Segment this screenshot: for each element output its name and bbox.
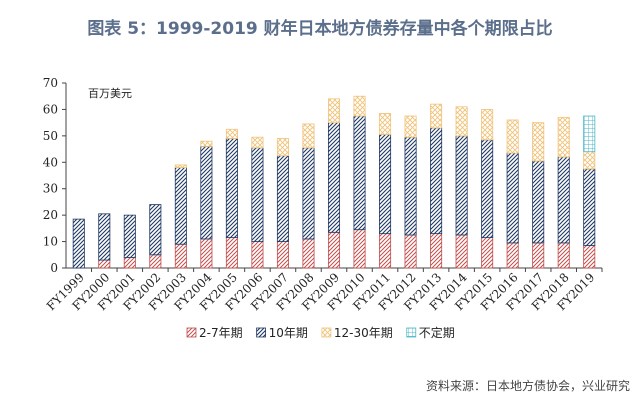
bar-segment-10年期 [276,155,289,242]
bar-segment-12-30年期 [404,115,417,138]
bars [72,95,596,269]
bar-segment-12-30年期 [251,136,264,149]
bar-segment-12-30年期 [379,112,392,135]
bar-segment-12-30年期 [174,164,187,168]
y-tick-label: 70 [43,76,58,90]
source-note: 资料来源：日本地方债协会，兴业研究 [425,379,630,393]
bar-segment-2-7年期 [583,245,596,269]
bar-segment-10年期 [225,138,238,239]
bar-segment-10年期 [353,115,366,231]
legend-swatch [256,327,267,338]
bar-segment-12-30年期 [225,128,238,139]
bar-segment-12-30年期 [481,109,494,141]
bar-segment-10年期 [200,146,213,240]
bar-segment-12-30年期 [327,98,341,124]
bar-segment-12-30年期 [200,140,213,147]
bar-segment-2-7年期 [200,238,213,269]
bar-segment-10年期 [455,135,468,236]
bar-segment-10年期 [379,134,392,235]
bar-segment-2-7年期 [455,234,468,269]
unit-label: 百万美元 [88,87,132,100]
bar-segment-2-7年期 [123,257,136,269]
bar-segment-10年期 [404,136,417,236]
bar-segment-2-7年期 [379,233,392,269]
bar-segment-2-7年期 [430,233,443,269]
chart-title: 图表 5：1999-2019 财年日本地方债券存量中各个期限占比 [87,19,553,39]
y-tick-label: 30 [43,182,58,196]
bar-segment-2-7年期 [481,237,494,269]
bar-segment-12-30年期 [353,95,366,117]
y-tick-label: 40 [43,155,58,169]
legend-swatch [406,327,417,338]
legend-label: 不定期 [419,325,455,340]
bar-segment-10年期 [174,167,187,245]
bar-segment-2-7年期 [557,242,570,269]
legend-label: 10年期 [269,326,308,340]
y-tick-label: 50 [43,129,58,143]
bar-segment-12-30年期 [302,123,315,149]
bar-segment-2-7年期 [251,241,264,269]
bar-segment-2-7年期 [506,242,519,269]
bar-segment-10年期 [557,156,570,244]
bar-segment-2-7年期 [276,241,289,269]
bar-segment-10年期 [149,204,162,256]
bar-segment-10年期 [506,152,519,244]
bar-segment-10年期 [430,127,443,235]
bar-segment-10年期 [72,218,85,269]
bar-segment-12-30年期 [532,122,545,162]
bar-segment-2-7年期 [225,237,238,269]
bar-segment-12-30年期 [276,138,289,157]
bar-segment-10年期 [583,168,596,246]
legend-swatch [186,327,197,338]
bar-segment-12-30年期 [557,116,570,158]
bar-segment-2-7年期 [98,259,111,269]
legend-label: 2-7年期 [199,326,243,340]
y-tick-label: 60 [43,102,58,116]
legend-label: 12-30年期 [334,326,393,340]
y-tick-label: 20 [43,208,58,222]
bar-segment-12-30年期 [506,119,519,154]
bar-segment-2-7年期 [302,238,315,269]
bar-segment-2-7年期 [404,234,417,269]
bar-segment-10年期 [481,139,494,239]
y-tick-label: 0 [50,261,58,275]
bar-segment-不定期 [583,115,596,153]
bar-segment-12-30年期 [455,106,468,137]
bar-segment-2-7年期 [353,229,366,269]
bar-segment-2-7年期 [149,254,162,269]
bar-segment-10年期 [251,147,264,242]
bar-segment-10年期 [123,214,136,258]
bar-segment-2-7年期 [532,242,545,269]
bar-segment-10年期 [327,122,341,233]
bar-segment-12-30年期 [583,151,596,170]
bar-segment-10年期 [532,160,545,244]
legend: 2-7年期 10年期 12-30年期 不定期 [186,325,455,340]
bar-segment-2-7年期 [174,243,187,269]
bar-segment-10年期 [302,147,315,240]
bar-segment-2-7年期 [327,231,341,269]
y-tick-label: 10 [43,235,58,249]
bar-segment-10年期 [98,213,111,261]
bar-segment-12-30年期 [430,103,443,129]
legend-swatch [321,327,332,338]
